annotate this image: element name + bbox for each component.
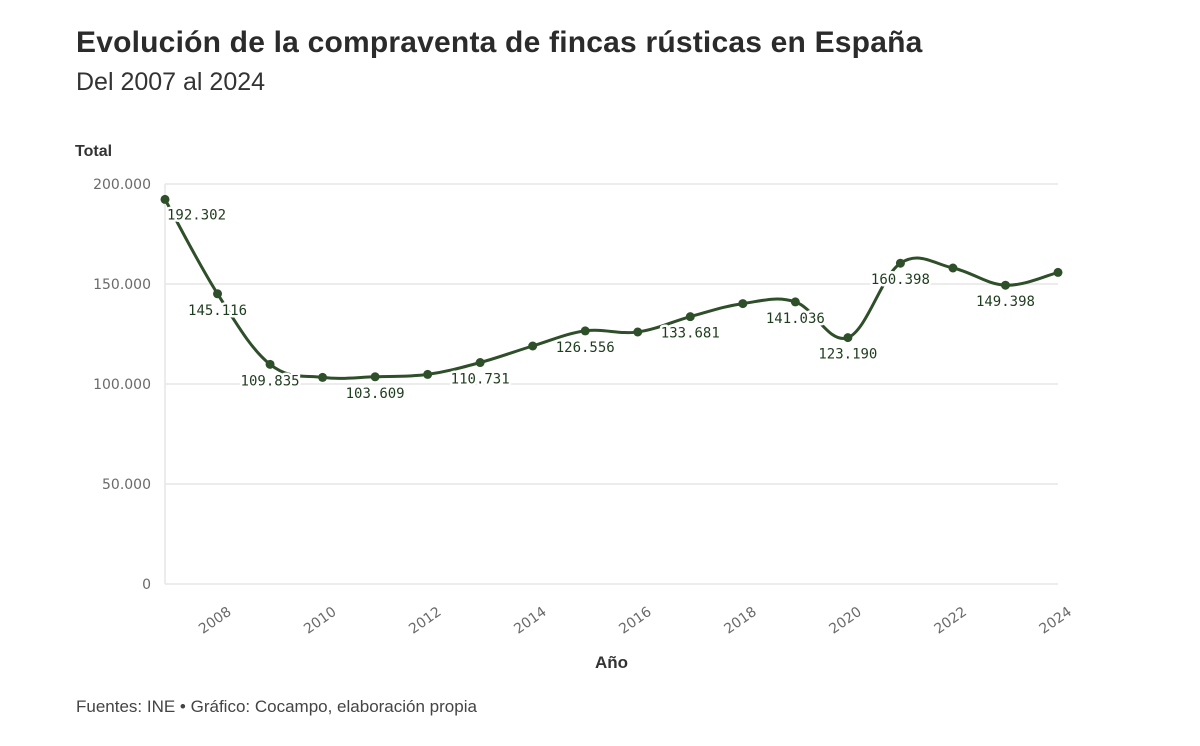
data-label-2023: 149.398	[976, 294, 1035, 310]
data-label-2009: 109.835	[241, 373, 300, 389]
data-point-2013	[475, 358, 485, 368]
data-point-2016	[633, 327, 643, 337]
data-point-2007	[160, 194, 170, 204]
y-tick-label: 0	[142, 577, 151, 593]
x-axis-ticks: 2008 2010 2012 2014 2016 2018 2020 2022 2024	[196, 604, 1075, 638]
data-label-2020: 123.190	[818, 347, 877, 363]
chart-subtitle: Del 2007 al 2024	[76, 68, 266, 96]
data-label-2007: 192.302	[167, 207, 226, 223]
data-point-2008	[213, 289, 223, 299]
data-point-2017	[685, 312, 695, 322]
source-note: Fuentes: INE • Gráfico: Cocampo, elabora…	[76, 697, 477, 716]
data-label-2017: 133.681	[661, 326, 720, 342]
y-axis-title: Total	[75, 143, 112, 160]
x-tick-label: 2024	[1037, 604, 1075, 638]
x-tick-label: 2010	[301, 604, 339, 638]
gridlines	[164, 183, 1058, 585]
y-tick-label: 200.000	[93, 177, 151, 193]
data-point-2023	[1000, 280, 1010, 290]
x-tick-label: 2012	[406, 604, 444, 638]
data-point-2020	[843, 333, 853, 343]
y-tick-label: 150.000	[93, 277, 151, 293]
data-label-2008: 145.116	[188, 303, 247, 319]
data-point-2010	[318, 372, 328, 382]
data-point-2015	[580, 326, 590, 336]
data-point-2009	[265, 359, 275, 369]
x-tick-label: 2008	[196, 604, 234, 638]
x-tick-label: 2020	[826, 604, 864, 638]
x-tick-label: 2022	[931, 604, 969, 638]
data-point-2021	[895, 258, 905, 268]
data-point-2011	[370, 372, 380, 382]
x-axis-title: Año	[595, 653, 628, 672]
data-label-2013: 110.731	[451, 372, 510, 388]
data-label-2021: 160.398	[871, 272, 930, 288]
data-point-2018	[738, 299, 748, 309]
data-labels: 192.302 145.116 109.835 103.609 110.731 126.5…	[165, 205, 1038, 404]
data-points	[160, 194, 1063, 382]
y-axis-ticks: 0 50.000 100.000 150.000 200.000	[93, 177, 151, 593]
data-point-2014	[528, 341, 538, 351]
data-point-2019	[790, 297, 800, 307]
data-point-2022	[948, 263, 958, 273]
data-point-2024	[1053, 267, 1063, 277]
data-point-2012	[423, 369, 433, 379]
data-label-2015: 126.556	[556, 340, 615, 356]
y-tick-label: 50.000	[102, 477, 151, 493]
x-tick-label: 2014	[511, 604, 549, 638]
y-tick-label: 100.000	[93, 377, 151, 393]
data-label-2011: 103.609	[346, 386, 405, 402]
data-label-2019: 141.036	[766, 311, 825, 327]
x-tick-label: 2016	[616, 604, 654, 638]
x-tick-label: 2018	[721, 604, 759, 638]
chart-title: Evolución de la compraventa de fincas rú…	[76, 26, 923, 59]
